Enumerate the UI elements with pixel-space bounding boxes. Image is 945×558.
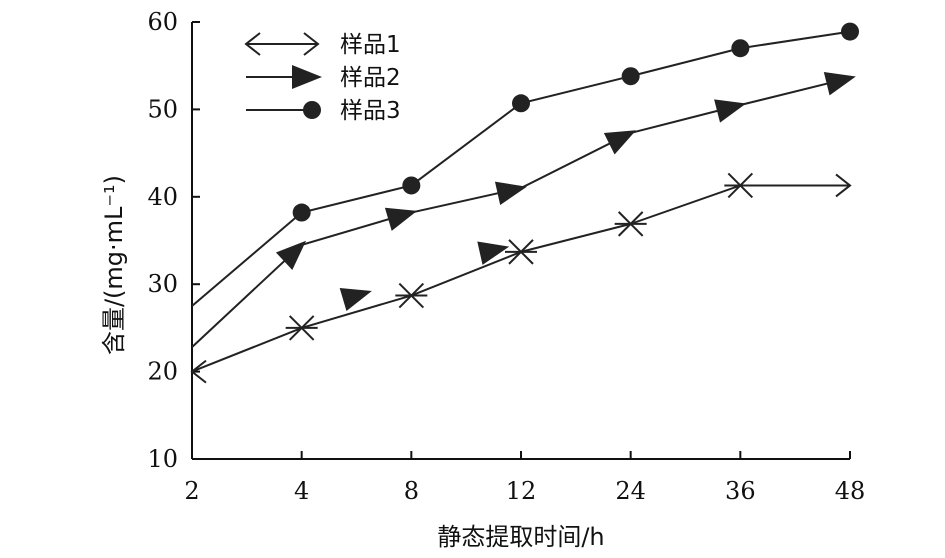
legend: 样品1 样品2 样品3	[244, 32, 401, 124]
x-marker	[724, 172, 757, 199]
circle-marker	[303, 101, 321, 119]
x-tick-label: 36	[725, 477, 756, 505]
triangle-marker	[823, 72, 856, 96]
legend-item-3: 样品3	[246, 98, 401, 124]
series-layer	[190, 22, 859, 384]
legend-label: 样品1	[340, 32, 401, 58]
x-tick-label: 24	[615, 477, 646, 505]
triangle-marker	[714, 99, 747, 123]
legend-label: 样品2	[340, 65, 401, 91]
x-marker	[505, 239, 537, 265]
circle-marker	[621, 67, 640, 86]
axes	[191, 22, 850, 460]
x-axis-title: 静态提取时间/h	[437, 523, 604, 551]
circle-marker	[512, 94, 530, 113]
circle-marker	[841, 22, 859, 41]
series-2	[191, 72, 856, 348]
x-marker	[285, 315, 318, 341]
y-tick-label: 50	[147, 95, 178, 123]
x-axis-ticks: 2 4 8 12 24 36 48	[184, 451, 865, 505]
legend-label: 样品3	[340, 98, 401, 124]
y-tick-label: 40	[147, 183, 178, 211]
y-axis-ticks: 10 20 30 40 50 60	[147, 8, 200, 473]
triangle-marker	[603, 130, 637, 155]
circle-marker	[292, 203, 311, 222]
triangle-marker	[339, 288, 372, 312]
legend-item-2: 样品2	[246, 65, 401, 91]
series-3	[191, 22, 859, 307]
triangle-marker	[494, 181, 527, 205]
x-tick-label: 2	[184, 477, 199, 505]
x-marker	[614, 211, 647, 237]
arrow-left-marker	[190, 359, 207, 384]
y-tick-label: 30	[147, 270, 178, 298]
x-tick-label: 12	[506, 477, 537, 505]
circle-marker	[402, 176, 421, 195]
y-tick-label: 60	[147, 8, 178, 36]
legend-item-1: 样品1	[244, 32, 401, 58]
arrow-right-marker	[835, 173, 852, 198]
triangle-marker	[384, 207, 418, 231]
x-marker	[395, 282, 428, 309]
x-tick-label: 48	[835, 477, 866, 505]
series-line	[191, 184, 850, 373]
arrow-right-marker	[303, 32, 320, 56]
y-tick-label: 10	[147, 445, 178, 473]
x-tick-label: 8	[404, 477, 419, 505]
y-axis-title: 含量/(mg·mL⁻¹)	[100, 175, 128, 355]
triangle-marker	[292, 65, 322, 89]
triangle-marker	[275, 240, 307, 271]
x-tick-label: 4	[294, 477, 309, 505]
triangle-marker	[477, 241, 510, 265]
arrow-left-marker	[244, 32, 261, 56]
series-line	[191, 76, 851, 348]
series-1	[190, 172, 852, 384]
y-tick-label: 20	[147, 358, 178, 386]
circle-marker	[731, 39, 750, 58]
